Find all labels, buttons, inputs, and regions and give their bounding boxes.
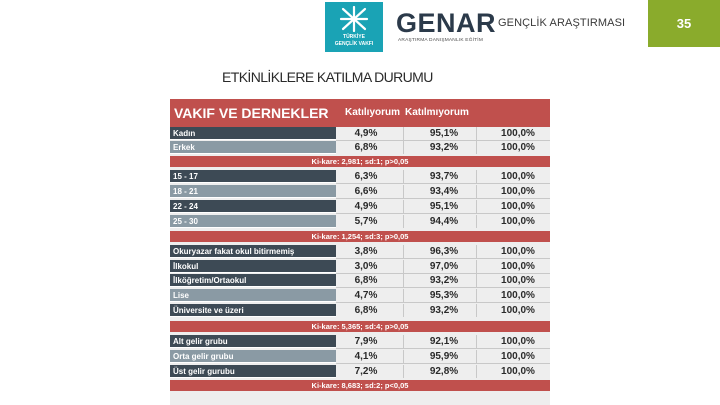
cell-total: 100,0% (501, 351, 535, 362)
cell-katiliyorum: 7,9% (354, 336, 378, 347)
table-row: Orta gelir grubu 4,1% 95,9% 100,0% (170, 350, 550, 364)
slide-title: ETKİNLİKLERE KATILMA DURUMU (222, 69, 433, 85)
row-label: 18 - 21 (170, 185, 336, 198)
cell-katilmiyorum: 93,4% (429, 186, 459, 197)
cell-katilmiyorum: 95,3% (429, 290, 459, 301)
table-row: 22 - 24 4,9% 95,1% 100,0% (170, 200, 550, 214)
table-row: 18 - 21 6,6% 93,4% 100,0% (170, 185, 550, 199)
column-header-katilmiyorum: Katılmıyorum (405, 107, 469, 118)
cell-katiliyorum: 5,7% (354, 216, 378, 227)
cell-katiliyorum: 6,8% (354, 275, 378, 286)
row-label: Lise (170, 289, 336, 302)
row-label: 22 - 24 (170, 200, 336, 213)
genar-logo: GENAR (396, 8, 497, 38)
tgv-star-icon (339, 6, 369, 32)
cell-katilmiyorum: 96,3% (429, 246, 459, 257)
cell-total: 100,0% (501, 336, 535, 347)
row-label: Kadın (170, 127, 336, 140)
chi-square-row: Ki-kare: 8,683; sd:2; p<0,05 (170, 380, 550, 391)
cell-total: 100,0% (501, 246, 535, 257)
cell-total: 100,0% (501, 128, 535, 139)
cell-katiliyorum: 6,3% (354, 171, 378, 182)
cell-katilmiyorum: 95,1% (429, 128, 459, 139)
header-title: GENÇLİK ARAŞTIRMASI (498, 17, 626, 29)
column-header-katiliyorum: Katılıyorum (345, 107, 401, 118)
cell-katiliyorum: 4,1% (354, 351, 378, 362)
cell-total: 100,0% (501, 305, 535, 316)
chi-square-row: Ki-kare: 5,365; sd:4; p>0,05 (170, 321, 550, 332)
table-row: İlkokul 3,0% 97,0% 100,0% (170, 260, 550, 274)
cell-total: 100,0% (501, 186, 535, 197)
cell-katiliyorum: 4,9% (354, 201, 378, 212)
table-row: Lise 4,7% 95,3% 100,0% (170, 289, 550, 303)
table-row: Üniversite ve üzeri 6,8% 93,2% 100,0% (170, 304, 550, 318)
cell-katiliyorum: 4,7% (354, 290, 378, 301)
results-table: VAKIF VE DERNEKLER Katılıyorum Katılmıyo… (170, 99, 550, 405)
cell-total: 100,0% (501, 142, 535, 153)
cell-katilmiyorum: 92,8% (429, 366, 459, 377)
cell-katilmiyorum: 93,2% (429, 275, 459, 286)
cell-katilmiyorum: 94,4% (429, 216, 459, 227)
cell-katilmiyorum: 97,0% (429, 261, 459, 272)
row-label: Okuryazar fakat okul bitirmemiş (170, 245, 336, 258)
cell-katilmiyorum: 93,7% (429, 171, 459, 182)
cell-total: 100,0% (501, 216, 535, 227)
table-row: 25 - 30 5,7% 94,4% 100,0% (170, 215, 550, 229)
page-number-box: 35 (648, 0, 720, 47)
table-row: Okuryazar fakat okul bitirmemiş 3,8% 96,… (170, 245, 550, 259)
cell-katiliyorum: 6,6% (354, 186, 378, 197)
tgv-logo-line1: TÜRKİYE (343, 34, 365, 40)
row-label: Alt gelir grubu (170, 335, 336, 348)
table-heading: VAKIF VE DERNEKLER (174, 105, 329, 121)
cell-katilmiyorum: 95,9% (429, 351, 459, 362)
cell-katiliyorum: 7,2% (354, 366, 378, 377)
row-label: İlköğretim/Ortaokul (170, 274, 336, 287)
table-row: 15 - 17 6,3% 93,7% 100,0% (170, 170, 550, 184)
table-row: Üst gelir gurubu 7,2% 92,8% 100,0% (170, 365, 550, 379)
cell-katilmiyorum: 95,1% (429, 201, 459, 212)
table-row: İlköğretim/Ortaokul 6,8% 93,2% 100,0% (170, 274, 550, 288)
cell-katiliyorum: 4,9% (354, 128, 378, 139)
table-row: Alt gelir grubu 7,9% 92,1% 100,0% (170, 335, 550, 349)
cell-total: 100,0% (501, 275, 535, 286)
cell-total: 100,0% (501, 171, 535, 182)
page-number: 35 (676, 16, 692, 31)
row-label: İlkokul (170, 260, 336, 273)
cell-katilmiyorum: 93,2% (429, 305, 459, 316)
cell-total: 100,0% (501, 290, 535, 301)
cell-total: 100,0% (501, 261, 535, 272)
tgv-logo-line2: GENÇLİK VAKFI (334, 41, 374, 47)
cell-total: 100,0% (501, 366, 535, 377)
chi-square-row: Ki-kare: 2,981; sd:1; p>0,05 (170, 156, 550, 167)
table-row: Kadın 4,9% 95,1% 100,0% (170, 127, 550, 141)
chi-square-row: Ki-kare: 1,254; sd:3; p>0,05 (170, 231, 550, 242)
tgv-logo: TÜRKİYE GENÇLİK VAKFI (325, 2, 383, 52)
cell-katiliyorum: 6,8% (354, 142, 378, 153)
row-label: Üst gelir gurubu (170, 365, 336, 378)
cell-katiliyorum: 3,0% (354, 261, 378, 272)
row-label: Orta gelir grubu (170, 350, 336, 363)
table-row: Erkek 6,8% 93,2% 100,0% (170, 141, 550, 155)
row-label: Üniversite ve üzeri (170, 304, 336, 317)
row-label: 25 - 30 (170, 215, 336, 228)
cell-katilmiyorum: 92,1% (429, 336, 459, 347)
cell-total: 100,0% (501, 201, 535, 212)
table-header: VAKIF VE DERNEKLER Katılıyorum Katılmıyo… (170, 99, 550, 127)
genar-tagline: ARAŞTIRMA DANIŞMANLIK EĞİTİM (398, 38, 484, 43)
row-label: 15 - 17 (170, 170, 336, 183)
cell-katilmiyorum: 93,2% (429, 142, 459, 153)
cell-katiliyorum: 3,8% (354, 246, 378, 257)
cell-katiliyorum: 6,8% (354, 305, 378, 316)
row-label: Erkek (170, 141, 336, 154)
